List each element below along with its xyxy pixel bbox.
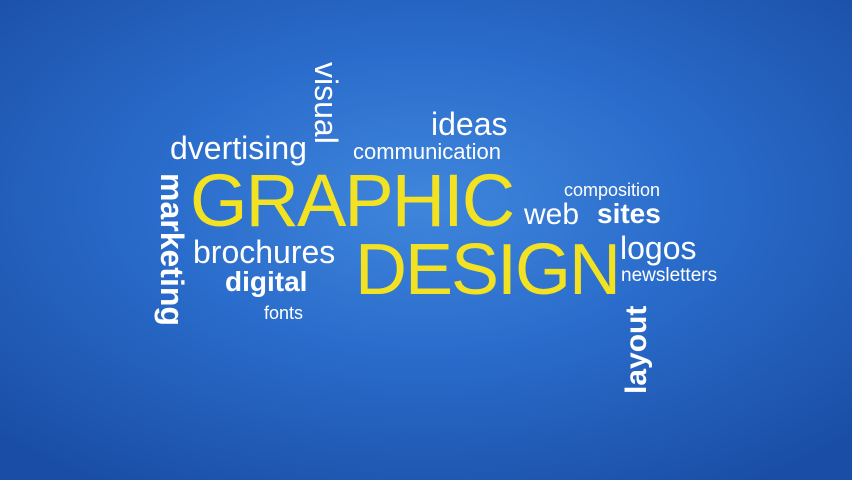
word-layout: layout	[620, 305, 653, 394]
word-composition: composition	[564, 180, 661, 200]
word-digital: digital	[225, 266, 308, 297]
word-advertising: dvertising	[170, 130, 307, 166]
word-brochures: brochures	[193, 234, 336, 270]
word-graphic: GRAPHIC	[190, 159, 515, 242]
word-communication: communication	[353, 139, 501, 164]
word-visual: visual	[308, 62, 344, 144]
word-newsletters: newsletters	[621, 265, 718, 286]
word-sites: sites	[597, 198, 661, 229]
word-web: web	[524, 198, 580, 231]
word-logos: logos	[620, 230, 697, 266]
word-fonts: fonts	[264, 303, 304, 323]
word-marketing: marketing	[154, 173, 190, 326]
word-design: DESIGN	[355, 230, 621, 310]
word-ideas: ideas	[431, 106, 508, 142]
